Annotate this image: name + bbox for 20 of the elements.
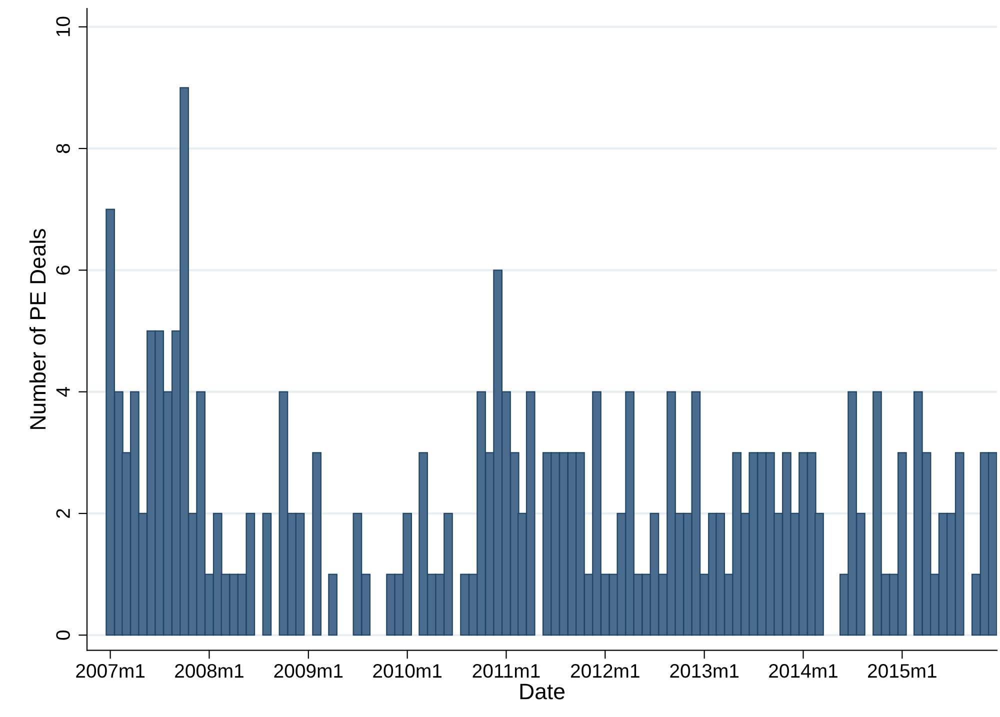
bar (312, 452, 322, 636)
y-axis-title: Number of PE Deals (29, 228, 46, 429)
x-tick-label: 2009m1 (274, 664, 343, 678)
y-tick-label: 10 (56, 16, 70, 36)
x-tick-label: 2013m1 (670, 664, 739, 678)
x-tick-label: 2010m1 (373, 664, 442, 678)
y-tick-label: 4 (56, 386, 70, 397)
bar (262, 512, 272, 636)
x-tick-label: 2007m1 (76, 664, 144, 678)
x-tick-label: 2015m1 (868, 664, 936, 678)
x-tick-label: 2008m1 (175, 664, 244, 678)
x-tick-label: 2012m1 (570, 664, 640, 678)
x-tick-label: 2011m1 (472, 664, 540, 678)
x-axis-title: Date (520, 684, 564, 700)
bar (328, 574, 338, 636)
y-tick-label: 6 (56, 266, 70, 275)
y-tick-label: 0 (56, 630, 70, 640)
y-tick-label: 2 (56, 509, 70, 518)
y-tick-label: 8 (56, 144, 70, 154)
x-tick-label: 2014m1 (769, 664, 838, 678)
